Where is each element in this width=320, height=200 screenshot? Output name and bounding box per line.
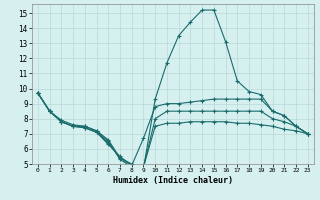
X-axis label: Humidex (Indice chaleur): Humidex (Indice chaleur) bbox=[113, 176, 233, 185]
